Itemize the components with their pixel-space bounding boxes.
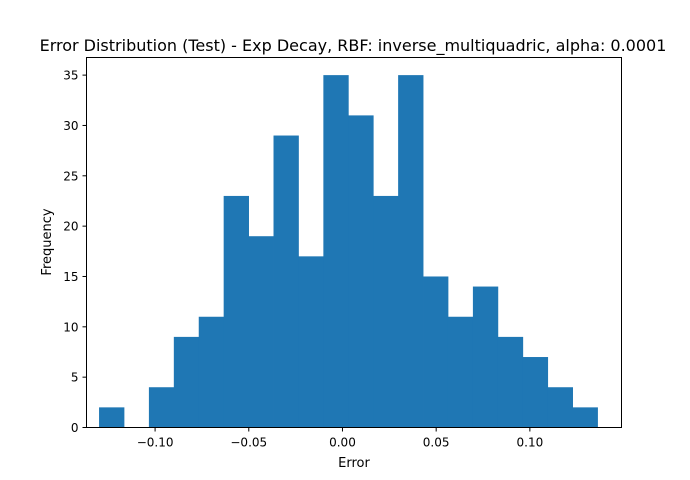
histogram-bar <box>522 357 549 428</box>
y-tick-label: 25 <box>63 169 78 183</box>
chart-title: Error Distribution (Test) - Exp Decay, R… <box>40 36 667 56</box>
plot-frame <box>86 57 622 428</box>
histogram-bar <box>198 316 225 428</box>
histogram-bar <box>472 286 499 428</box>
histogram-bar <box>99 407 125 428</box>
y-tick-label: 35 <box>63 69 78 83</box>
x-tick-label: 0.05 <box>423 436 450 450</box>
histogram-bar <box>223 195 249 428</box>
bars-group <box>99 75 598 428</box>
x-tick-label: −0.10 <box>137 436 174 450</box>
x-tick-label: −0.05 <box>230 436 267 450</box>
y-tick-label: 15 <box>63 270 78 284</box>
histogram-bar <box>248 236 274 428</box>
histogram-bar <box>547 387 573 428</box>
y-tick-label: 0 <box>71 421 79 435</box>
histogram-bar <box>497 336 524 428</box>
y-tick-label: 20 <box>63 220 78 234</box>
histogram-bar <box>273 135 299 428</box>
histogram-bar <box>348 115 374 428</box>
histogram-bar <box>148 387 175 428</box>
y-tick-label: 30 <box>63 119 78 133</box>
x-axis-label: Error <box>338 456 370 471</box>
x-tick-label: 0.10 <box>517 436 544 450</box>
histogram-bar <box>298 256 324 428</box>
x-axis-ticks: −0.10 −0.05 0.00 0.05 0.10 <box>137 427 544 450</box>
y-tick-label: 10 <box>63 320 78 334</box>
histogram-bar <box>572 407 598 428</box>
histogram-bar <box>173 336 200 428</box>
histogram-bar <box>323 75 349 428</box>
y-axis-ticks: 0 5 10 15 20 25 30 35 <box>63 69 87 435</box>
x-tick-label: 0.00 <box>329 436 356 450</box>
y-axis-label: Frequency <box>40 208 55 275</box>
histogram-bar <box>423 276 449 428</box>
histogram-bar <box>447 316 474 428</box>
y-tick-label: 5 <box>71 371 79 385</box>
histogram-bar <box>373 195 399 428</box>
histogram-bar <box>398 75 424 428</box>
